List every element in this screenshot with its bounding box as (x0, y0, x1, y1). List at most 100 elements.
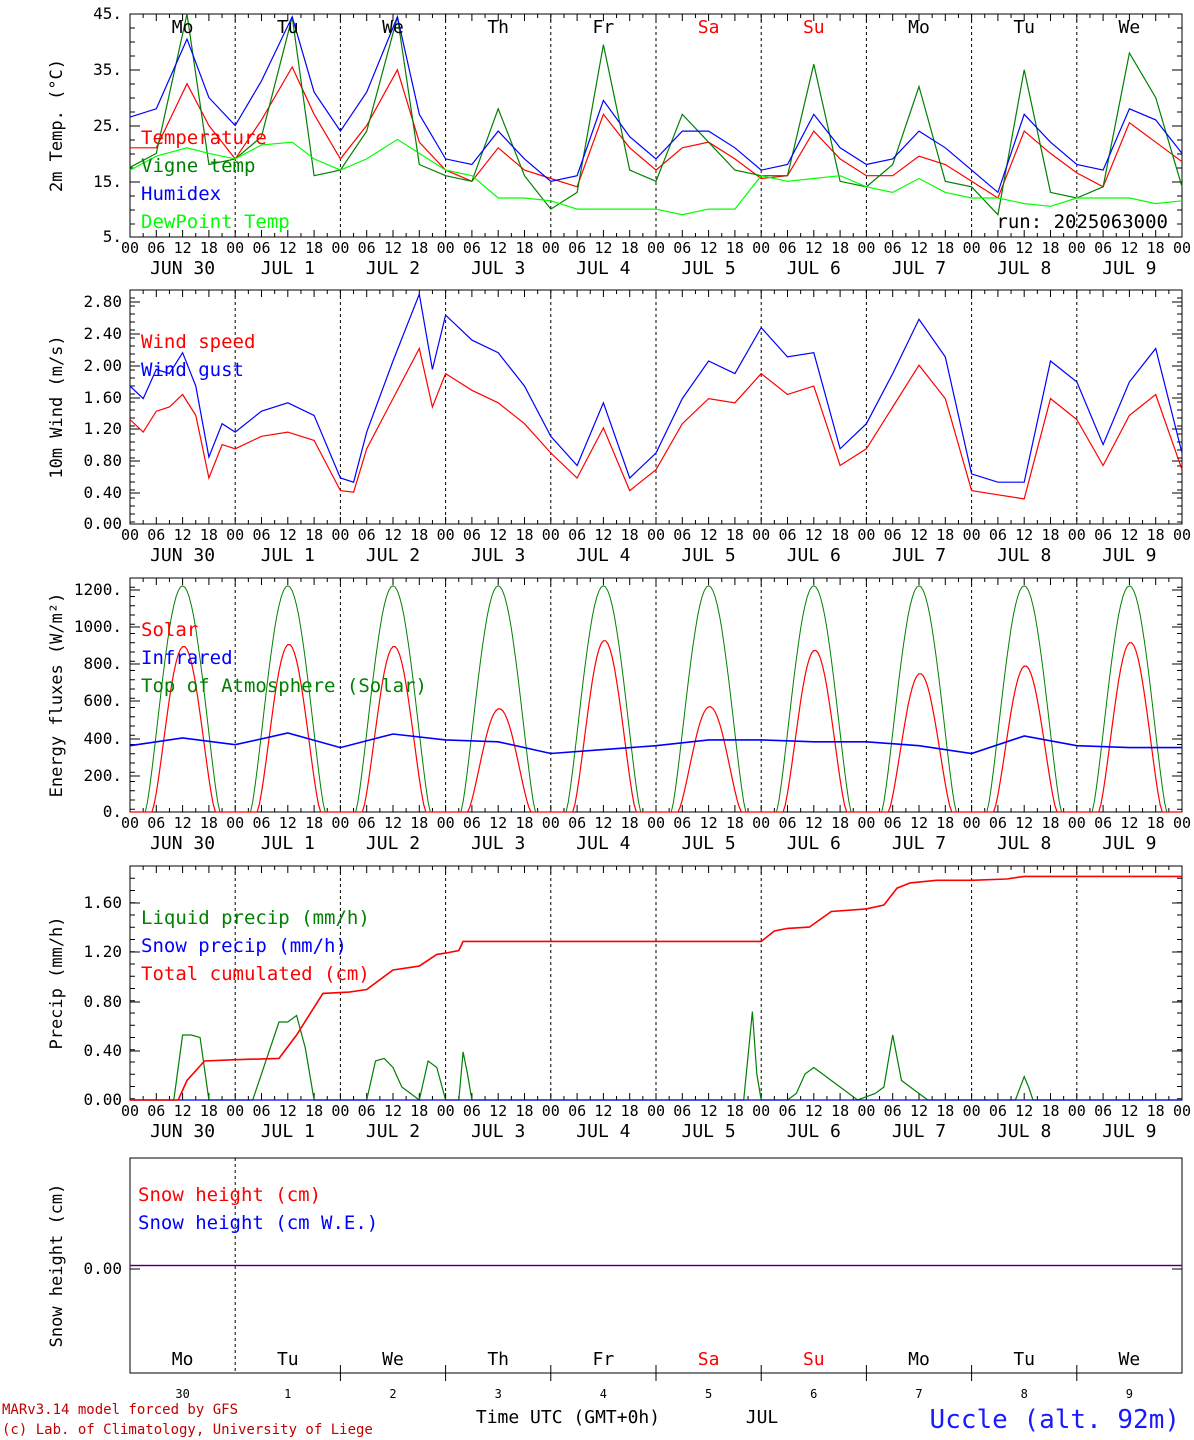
y-tick-label: 35. (93, 60, 122, 79)
day-of-week-label: We (382, 1349, 404, 1370)
legend-entry: Liquid precip (mm/h) (141, 907, 370, 929)
date-label: JUL 7 (892, 1121, 946, 1142)
hour-tick-label: 00 (226, 814, 244, 832)
hour-tick-label: 00 (437, 526, 455, 544)
hour-tick-label: 00 (331, 814, 349, 832)
hour-tick-label: 18 (1147, 1102, 1165, 1120)
day-of-week-label: Su (803, 1349, 825, 1370)
hour-tick-label: 12 (384, 814, 402, 832)
y-tick-label: 45. (93, 4, 122, 23)
hour-tick-label: 12 (174, 1102, 192, 1120)
hour-tick-label: 06 (778, 526, 796, 544)
date-label: JUL 3 (471, 1121, 525, 1142)
day-number-label: 7 (915, 1387, 922, 1401)
day-number-label: 2 (389, 1387, 396, 1401)
hour-tick-label: 06 (884, 526, 902, 544)
day-number-label: 6 (810, 1387, 817, 1401)
day-number-label: 9 (1126, 1387, 1133, 1401)
month-label: JUL (746, 1407, 779, 1428)
hour-tick-label: 18 (200, 1102, 218, 1120)
date-label: JUL 6 (787, 833, 841, 854)
hour-tick-label: 18 (831, 239, 849, 257)
hour-tick-label: 12 (489, 1102, 507, 1120)
legend-entry: Wind speed (141, 331, 255, 353)
hour-tick-label: 18 (621, 526, 639, 544)
y-tick-label: 400. (83, 729, 122, 748)
hour-tick-label: 18 (1147, 239, 1165, 257)
hour-tick-label: 12 (489, 814, 507, 832)
hour-tick-label: 18 (936, 239, 954, 257)
legend-entry: Total cumulated (cm) (141, 963, 370, 985)
panel-snow: 0.00 Snow height (cm) Snow height (cm) Snow… (47, 1157, 1183, 1381)
hour-tick-label: 00 (963, 526, 981, 544)
date-label: JUL 4 (576, 258, 630, 279)
hour-tick-label: 06 (568, 1102, 586, 1120)
y-tick-label: 1.20 (83, 942, 122, 961)
series-line (130, 875, 1182, 1101)
day-of-week-label: Sa (698, 17, 720, 38)
date-label: JUL 4 (576, 1121, 630, 1142)
hour-tick-label: 12 (384, 526, 402, 544)
hour-tick-label: 00 (752, 526, 770, 544)
hour-tick-label: 18 (936, 1102, 954, 1120)
hour-tick-label: 12 (805, 239, 823, 257)
hour-tick-label: 12 (1015, 239, 1033, 257)
hour-tick-label: 12 (700, 1102, 718, 1120)
hour-tick-label: 12 (594, 1102, 612, 1120)
hour-tick-label: 12 (384, 239, 402, 257)
hour-tick-label: 06 (252, 814, 270, 832)
day-of-week-label: Mo (908, 17, 930, 38)
hour-tick-label: 06 (252, 526, 270, 544)
day-of-week-label: Mo (172, 1349, 194, 1370)
day-of-week-label: Mo (172, 17, 194, 38)
hour-tick-label: 00 (1068, 526, 1086, 544)
hour-tick-label: 00 (1068, 239, 1086, 257)
hour-tick-label: 12 (384, 1102, 402, 1120)
hour-tick-label: 00 (857, 814, 875, 832)
date-label: JUN 30 (150, 258, 215, 279)
day-number-label: 5 (705, 1387, 712, 1401)
hour-tick-label: 06 (884, 1102, 902, 1120)
hour-tick-label: 18 (831, 814, 849, 832)
y-tick-label: 0.00 (83, 1259, 122, 1278)
date-label: JUN 30 (150, 833, 215, 854)
hour-tick-label: 00 (752, 239, 770, 257)
date-label: JUL 6 (787, 545, 841, 566)
hour-tick-label: 18 (1041, 814, 1059, 832)
hour-tick-label: 00 (647, 526, 665, 544)
legend-entry: Snow precip (mm/h) (141, 935, 347, 957)
date-label: JUL 5 (682, 1121, 736, 1142)
hour-tick-label: 12 (489, 526, 507, 544)
hour-tick-label: 00 (752, 814, 770, 832)
day-number-label: 30 (175, 1387, 189, 1401)
day-of-week-label: Tu (1013, 1349, 1035, 1370)
hour-tick-label: 00 (437, 239, 455, 257)
hour-tick-label: 06 (358, 239, 376, 257)
date-label: JUL 1 (261, 545, 315, 566)
hour-tick-label: 12 (1120, 526, 1138, 544)
hour-tick-label: 12 (1015, 814, 1033, 832)
hour-tick-label: 06 (673, 526, 691, 544)
hour-tick-label: 18 (726, 239, 744, 257)
day-of-week-label: Tu (1013, 17, 1035, 38)
hour-tick-label: 18 (305, 526, 323, 544)
date-label: JUL 8 (997, 833, 1051, 854)
hour-tick-label: 00 (226, 239, 244, 257)
hour-tick-label: 06 (147, 526, 165, 544)
day-of-week-label: Th (487, 1349, 509, 1370)
y-tick-label: 0.80 (83, 451, 122, 470)
hour-tick-label: 06 (673, 1102, 691, 1120)
date-label: JUN 30 (150, 1121, 215, 1142)
hour-tick-label: 18 (515, 1102, 533, 1120)
legend-entry: DewPoint Temp (141, 211, 290, 233)
hour-tick-label: 06 (1094, 814, 1112, 832)
hour-tick-label: 06 (358, 526, 376, 544)
series-line (129, 291, 1183, 483)
date-label: JUL 1 (261, 258, 315, 279)
y-axis-label: Energy fluxes (W/m²) (47, 593, 67, 798)
hour-tick-label: 00 (331, 239, 349, 257)
hour-tick-label: 00 (331, 1102, 349, 1120)
hour-tick-label: 12 (700, 814, 718, 832)
hour-tick-label: 12 (700, 526, 718, 544)
hour-tick-label: 06 (252, 239, 270, 257)
